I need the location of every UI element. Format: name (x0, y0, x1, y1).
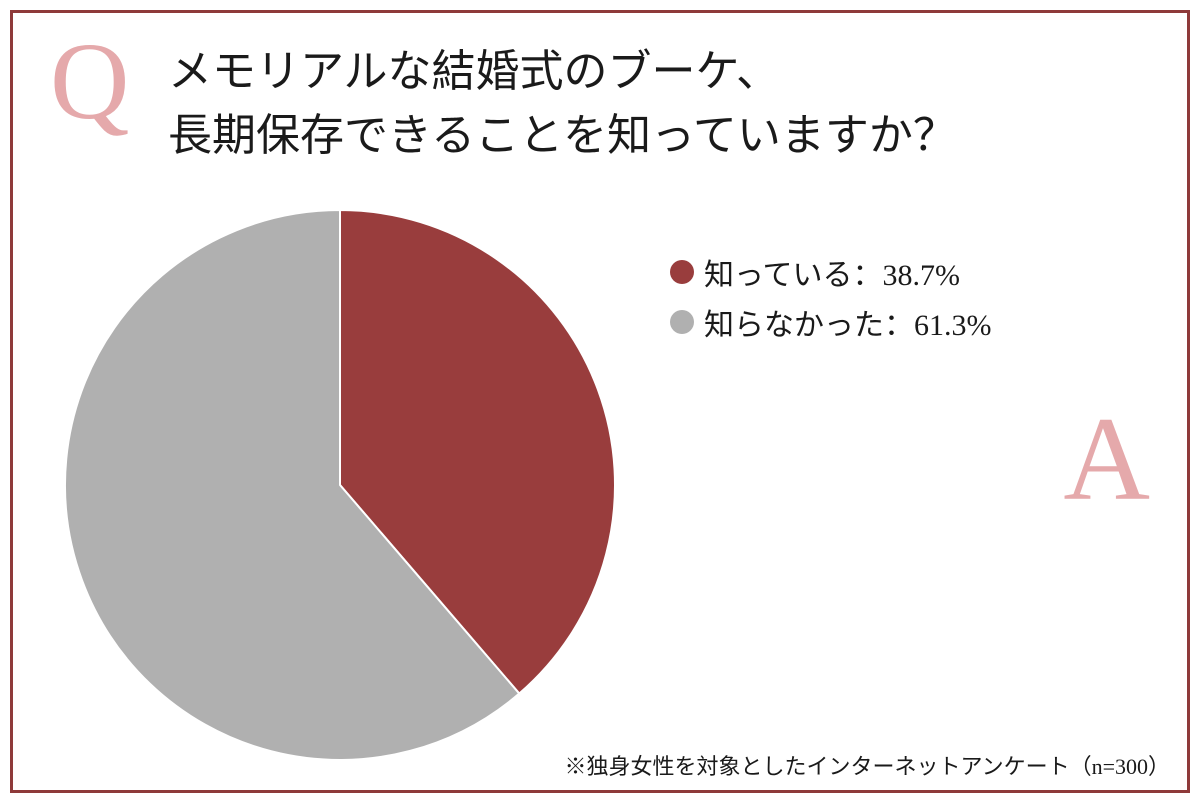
legend-dot-icon (670, 260, 694, 284)
q-marker: Q (50, 18, 129, 145)
question-text: メモリアルな結婚式のブーケ、 長期保存できることを知っていますか？ (168, 40, 957, 168)
legend-item: 知らなかった：61.3% (670, 300, 992, 344)
legend: 知っている：38.7% 知らなかった：61.3% (670, 250, 992, 350)
legend-label: 知っている：38.7% (704, 250, 960, 294)
pie-svg (65, 210, 615, 760)
legend-item: 知っている：38.7% (670, 250, 992, 294)
legend-label: 知らなかった：61.3% (704, 300, 992, 344)
a-marker: A (1063, 390, 1150, 528)
footnote: ※独身女性を対象としたインターネットアンケート（n=300） (564, 749, 1170, 781)
pie-chart (65, 210, 615, 760)
chart-card: Q メモリアルな結婚式のブーケ、 長期保存できることを知っていますか？ 知ってい… (0, 0, 1200, 803)
legend-dot-icon (670, 310, 694, 334)
